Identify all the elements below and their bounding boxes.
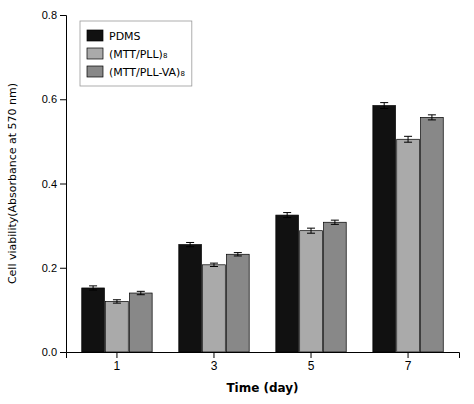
x-tick-mark: [116, 352, 117, 358]
error-bar: [428, 115, 436, 120]
x-axis: 1 3 5 7: [67, 352, 460, 373]
bar: [300, 231, 323, 352]
bar: [203, 265, 226, 352]
series: [106, 136, 420, 352]
bar: [373, 106, 396, 352]
error-bar: [404, 136, 412, 142]
bar: [324, 222, 347, 352]
y-tick: 0.0: [42, 346, 66, 358]
x-tick-label: 5: [308, 359, 315, 373]
x-tick-label: 3: [211, 359, 218, 373]
y-tick-label: 0.2: [42, 262, 57, 274]
x-tick: 3: [211, 352, 218, 373]
legend-label: PDMS: [109, 30, 141, 43]
y-tick-mark: [60, 352, 66, 353]
error-bar: [113, 300, 121, 303]
error-bar: [89, 286, 97, 290]
legend-item: (MTT/PLL)₈: [87, 48, 168, 61]
x-tick-label: 7: [405, 359, 412, 373]
error-bar: [210, 263, 218, 266]
y-axis-line: [60, 16, 67, 353]
x-tick-label: 1: [114, 359, 121, 373]
bar: [421, 117, 444, 352]
x-tick: 5: [308, 352, 315, 373]
legend: PDMS (MTT/PLL)₈ (MTT/PLL-VA)₈: [80, 21, 192, 86]
y-tick: 0.4: [42, 178, 66, 190]
x-axis-title: Time (day): [226, 381, 298, 395]
series: [82, 103, 396, 352]
x-tick-mark: [213, 352, 214, 358]
y-axis: 0.0 0.2 0.4 0.6 0.8: [42, 9, 67, 358]
y-axis-title: Cell viability(Absorbance at 570 nm): [6, 83, 19, 284]
error-bar: [380, 103, 388, 109]
y-tick-label: 0.4: [42, 178, 57, 190]
marks: [82, 103, 444, 352]
legend-item: (MTT/PLL-VA)₈: [87, 66, 185, 79]
legend-item: PDMS: [87, 30, 141, 43]
series: [129, 115, 443, 352]
x-tick: 1: [114, 352, 121, 373]
legend-swatch: [87, 66, 103, 77]
y-tick: 0.8: [42, 9, 66, 21]
y-tick-mark: [60, 15, 66, 16]
legend-frame: [80, 21, 192, 86]
error-bar: [307, 228, 315, 233]
y-tick-label: 0.0: [42, 346, 57, 358]
legend-swatch: [87, 30, 103, 41]
x-tick: 7: [405, 352, 412, 373]
legend-label: (MTT/PLL-VA)₈: [109, 66, 185, 79]
plot: 0.0 0.2 0.4 0.6 0.8 1 3 5 7 PDMS (MTT/PLL)₈ (MTT/PL…: [42, 9, 460, 373]
legend-swatch: [87, 48, 103, 59]
error-bar: [234, 253, 242, 256]
bar: [276, 215, 299, 352]
x-tick-mark: [408, 352, 409, 358]
error-bar: [186, 242, 194, 246]
y-tick-label: 0.6: [42, 93, 57, 105]
error-bar: [331, 220, 339, 224]
x-tick-mark: [311, 352, 312, 358]
bar: [227, 254, 250, 352]
y-tick-label: 0.8: [42, 9, 57, 21]
error-bar: [137, 291, 145, 294]
bar: [129, 293, 152, 352]
bar: [397, 139, 420, 352]
y-tick: 0.6: [42, 93, 66, 105]
bar: [82, 288, 105, 352]
x-axis-line: [67, 353, 460, 359]
bar: [106, 301, 129, 352]
y-tick-mark: [60, 99, 66, 100]
chart: 0.0 0.2 0.4 0.6 0.8 1 3 5 7 PDMS (MTT/PLL)₈ (MTT/PL…: [0, 0, 474, 404]
y-tick-mark: [60, 268, 66, 269]
error-bar: [283, 213, 291, 218]
bar: [179, 245, 202, 352]
legend-label: (MTT/PLL)₈: [109, 48, 168, 61]
y-tick-mark: [60, 184, 66, 185]
y-tick: 0.2: [42, 262, 66, 274]
